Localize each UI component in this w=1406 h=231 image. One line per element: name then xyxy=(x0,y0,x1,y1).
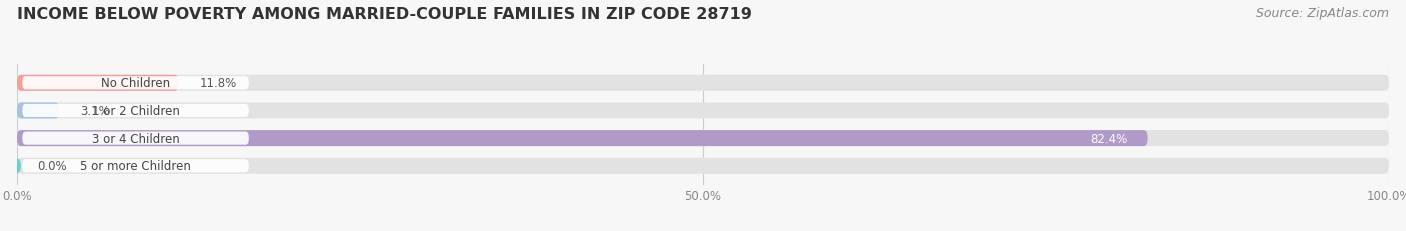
Text: INCOME BELOW POVERTY AMONG MARRIED-COUPLE FAMILIES IN ZIP CODE 28719: INCOME BELOW POVERTY AMONG MARRIED-COUPL… xyxy=(17,7,752,22)
Circle shape xyxy=(14,159,20,173)
FancyBboxPatch shape xyxy=(22,104,249,118)
Text: 11.8%: 11.8% xyxy=(200,77,236,90)
Text: 82.4%: 82.4% xyxy=(1090,132,1128,145)
FancyBboxPatch shape xyxy=(17,76,179,91)
FancyBboxPatch shape xyxy=(17,131,1389,146)
Text: 1 or 2 Children: 1 or 2 Children xyxy=(91,104,180,117)
FancyBboxPatch shape xyxy=(17,103,59,119)
FancyBboxPatch shape xyxy=(22,160,249,173)
FancyBboxPatch shape xyxy=(17,103,1389,119)
Text: 0.0%: 0.0% xyxy=(38,160,67,173)
Text: No Children: No Children xyxy=(101,77,170,90)
FancyBboxPatch shape xyxy=(17,158,1389,174)
FancyBboxPatch shape xyxy=(17,76,1389,91)
Text: Source: ZipAtlas.com: Source: ZipAtlas.com xyxy=(1256,7,1389,20)
FancyBboxPatch shape xyxy=(22,77,249,90)
Text: 3 or 4 Children: 3 or 4 Children xyxy=(91,132,180,145)
Text: 3.1%: 3.1% xyxy=(80,104,110,117)
FancyBboxPatch shape xyxy=(22,132,249,145)
Text: 5 or more Children: 5 or more Children xyxy=(80,160,191,173)
FancyBboxPatch shape xyxy=(17,131,1147,146)
